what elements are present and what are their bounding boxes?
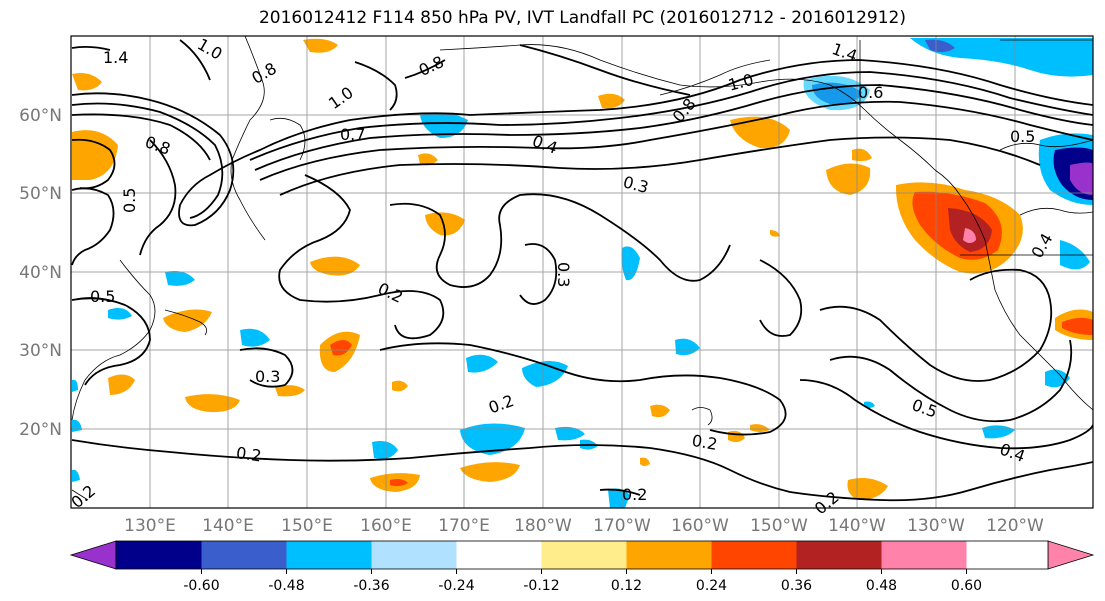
pv-contours xyxy=(71,39,1093,502)
graticule xyxy=(71,36,1093,508)
contour-label: 0.7 xyxy=(340,125,365,144)
colorbar-segment xyxy=(626,541,712,569)
colorbar-segment xyxy=(881,541,967,569)
colorbar-segment xyxy=(371,541,457,569)
colorbar-tick-label: 0.24 xyxy=(696,578,727,594)
colorbar-segment xyxy=(201,541,287,569)
colorbar-segment xyxy=(796,541,882,569)
contour-label: 0.2 xyxy=(690,431,718,454)
lon-label: 150°E xyxy=(281,516,333,536)
lat-label: 40°N xyxy=(19,263,62,283)
contour-label: 0.5 xyxy=(90,287,115,306)
lon-label: 130°E xyxy=(124,516,176,536)
lon-label: 130°W xyxy=(907,516,965,536)
lon-label: 120°W xyxy=(986,516,1044,536)
lon-label: 170°W xyxy=(593,516,651,536)
lat-label: 50°N xyxy=(19,184,62,204)
colorbar-ticks xyxy=(201,569,967,574)
contour-label: 0.3 xyxy=(554,262,573,287)
colorbar-tick-label: 0.12 xyxy=(611,578,642,594)
map-frame xyxy=(70,35,1094,509)
contour-label: 0.5 xyxy=(120,188,139,213)
lon-axis: 130°E 140°E 150°E 160°E 170°E 180°W 170°… xyxy=(124,516,1044,536)
lat-label: 30°N xyxy=(19,341,62,361)
contour-label: 0.6 xyxy=(858,83,883,102)
lat-label: 60°N xyxy=(19,106,62,126)
lon-label: 160°W xyxy=(671,516,729,536)
map-panel: 1.4 1.0 0.8 0.8 1.0 0.7 0.8 0.5 0.4 0.3 … xyxy=(19,34,1094,536)
lon-label: 140°E xyxy=(202,516,254,536)
contour-label: 1.4 xyxy=(103,48,128,67)
colorbar-segment xyxy=(456,541,542,569)
colorbar-segment xyxy=(541,541,627,569)
pv-shading xyxy=(72,38,1093,508)
colorbar-tick-label: -0.12 xyxy=(523,578,559,594)
colorbar-tick-label: -0.24 xyxy=(438,578,474,594)
colorbar-outline xyxy=(115,540,1049,570)
colorbar-tick-label: -0.36 xyxy=(353,578,389,594)
lon-label: 150°W xyxy=(750,516,808,536)
colorbar-tick-label: -0.60 xyxy=(183,578,219,594)
colorbar-tick-label: 0.48 xyxy=(866,578,897,594)
contour-label: 0.5 xyxy=(1010,127,1035,146)
colorbar-extend-low xyxy=(69,540,117,570)
lon-label: 140°W xyxy=(828,516,886,536)
colorbar-tick-label: 0.60 xyxy=(951,578,982,594)
colorbar-segment xyxy=(116,541,202,569)
colorbar: -0.60 -0.48 -0.36 -0.24 -0.12 0.12 0.24 … xyxy=(69,540,1095,594)
contour-label: 0.3 xyxy=(255,367,280,386)
contour-label: 0.2 xyxy=(622,485,647,504)
colorbar-segment xyxy=(286,541,372,569)
contour-label: 0.2 xyxy=(235,443,263,465)
lon-label: 160°E xyxy=(360,516,412,536)
lon-label: 170°E xyxy=(438,516,490,536)
map-title: 2016012412 F114 850 hPa PV, IVT Landfall… xyxy=(258,8,906,28)
lon-label: 180°W xyxy=(514,516,572,536)
colorbar-tick-label: -0.48 xyxy=(268,578,304,594)
colorbar-tick-label: 0.36 xyxy=(781,578,812,594)
lat-label: 20°N xyxy=(19,420,62,440)
lat-axis: 60°N 50°N 40°N 30°N 20°N xyxy=(19,106,62,440)
colorbar-segment xyxy=(711,541,797,569)
colorbar-extend-high xyxy=(1047,540,1095,570)
colorbar-segment xyxy=(966,541,1048,569)
